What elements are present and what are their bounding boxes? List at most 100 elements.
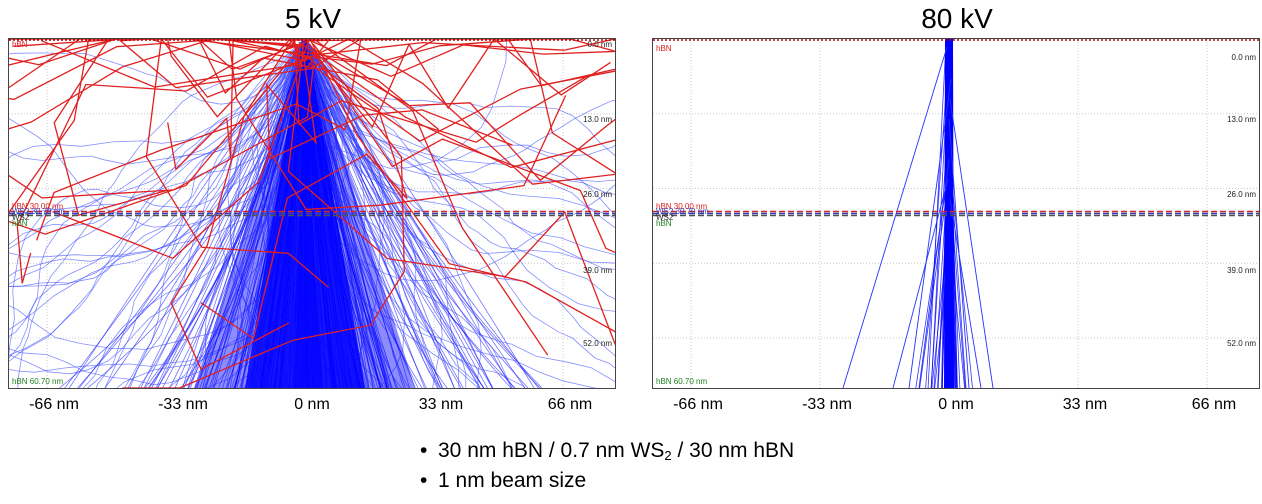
backscatter-trajectory xyxy=(311,39,611,129)
electron-trajectory xyxy=(946,113,949,388)
backscatter-trajectory xyxy=(9,39,303,130)
x-tick-label: 33 nm xyxy=(418,396,464,413)
electron-trajectory xyxy=(304,39,598,388)
electron-trajectory xyxy=(908,78,952,388)
electron-trajectory xyxy=(9,39,307,331)
layer-label: hBN 60.70 nm xyxy=(12,377,64,386)
depth-tick-label: 26.0 nm xyxy=(583,190,612,199)
electron-trajectory xyxy=(304,39,615,383)
backscatter-trajectory xyxy=(228,39,567,211)
backscatter-trajectory xyxy=(9,39,314,214)
electron-trajectory xyxy=(305,39,615,216)
layer-label: hBN 30.00 nm xyxy=(656,202,708,211)
chart-80kv: 80 kV 0.0 nm 13.0 nm 26.0 nm 39.0 nm 52.… xyxy=(652,0,1262,420)
layer-label: hBN xyxy=(656,219,672,228)
backscatter-trajectory xyxy=(9,39,303,88)
x-tick-label: 0 nm xyxy=(938,396,974,413)
backscatter-trajectory xyxy=(53,39,310,217)
backscatter-trajectory xyxy=(309,39,615,333)
electron-trajectory xyxy=(9,39,306,216)
electron-trajectory xyxy=(202,39,307,388)
electron-trajectory xyxy=(949,98,994,388)
layer-label: WS2 xyxy=(656,213,674,222)
layer-label: WS2 30.70 nm xyxy=(12,207,65,216)
plot-svg xyxy=(653,39,1259,388)
backscatter-trajectory xyxy=(122,43,405,388)
depth-tick-label: 39.0 nm xyxy=(583,266,612,275)
layer-label: hBN xyxy=(12,219,28,228)
electron-trajectory xyxy=(304,39,615,256)
layer-label: WS2 30.70 nm xyxy=(656,207,709,216)
backscatter-trajectory xyxy=(16,45,313,284)
chart-5kv: 5 kV 0.0 nm 13.0 nm 26.0 nm 39.0 nm 52.0… xyxy=(8,0,618,420)
backscatter-trajectory xyxy=(9,39,311,101)
backscatter-trajectory xyxy=(9,39,297,70)
electron-trajectory xyxy=(17,39,307,388)
electron-trajectory xyxy=(303,39,482,388)
electron-trajectory xyxy=(169,39,304,388)
backscatter-trajectory xyxy=(298,41,615,169)
chart-title: 5 kV xyxy=(284,3,342,34)
electron-trajectory xyxy=(9,39,307,105)
depth-tick-label: 52.0 nm xyxy=(1227,339,1256,348)
electron-trajectory xyxy=(941,171,947,388)
backscatter-trajectory xyxy=(265,47,513,160)
chart-title: 80 kV xyxy=(921,3,993,34)
electron-trajectory xyxy=(949,198,982,388)
electron-trajectory xyxy=(9,39,305,287)
x-tick-label: 33 nm xyxy=(1062,396,1108,413)
backscatter-trajectory xyxy=(13,39,308,118)
backscatter-trajectory xyxy=(9,62,315,199)
electron-trajectory xyxy=(919,171,951,388)
electron-trajectory xyxy=(304,39,615,270)
x-tick-label: 0 nm xyxy=(294,396,330,413)
x-tick-label: -66 nm xyxy=(673,396,723,413)
layer-label: hBN 60.70 nm xyxy=(656,377,708,386)
electron-trajectory xyxy=(948,118,970,388)
electron-trajectory xyxy=(9,39,305,362)
caption: 30 nm hBN / 0.7 nm WS2 / 30 nm hBN 1 nm … xyxy=(418,436,794,496)
x-tick-label: 66 nm xyxy=(1191,396,1237,413)
depth-tick-label: 26.0 nm xyxy=(1227,190,1256,199)
x-tick-label: -33 nm xyxy=(158,396,208,413)
layer-label: hBN xyxy=(656,44,672,53)
backscatter-trajectory xyxy=(309,39,615,78)
electron-trajectory xyxy=(892,178,949,388)
caption-item-layers: 30 nm hBN / 0.7 nm WS2 / 30 nm hBN xyxy=(418,436,794,466)
electron-trajectory xyxy=(68,39,307,388)
backscatter-trajectory xyxy=(145,39,329,288)
electron-trajectory xyxy=(305,39,615,229)
backscatter-trajectory xyxy=(200,48,408,340)
layer-label: WS2 xyxy=(12,213,30,222)
backscatter-trajectory xyxy=(296,39,615,87)
depth-tick-label: 0.0 nm xyxy=(1231,53,1256,62)
backscatter-trajectory xyxy=(9,39,308,66)
electron-trajectory xyxy=(302,39,441,388)
backscatter-trajectory xyxy=(311,47,615,182)
depth-tick-label: 13.0 nm xyxy=(583,115,612,124)
electron-trajectory xyxy=(305,39,493,388)
depth-tick-label: 39.0 nm xyxy=(1227,266,1256,275)
electron-trajectory xyxy=(9,39,306,287)
electron-trajectory xyxy=(941,53,951,388)
beam-core xyxy=(245,39,365,388)
backscatter-trajectory xyxy=(9,39,314,66)
depth-tick-label: 52.0 nm xyxy=(583,339,612,348)
electron-trajectory xyxy=(949,73,958,388)
beam-halo xyxy=(195,39,415,388)
depth-tick-label: 0.0 nm xyxy=(587,40,612,49)
electron-trajectory xyxy=(927,40,947,388)
layer-label: hBN xyxy=(12,40,28,49)
electron-trajectory xyxy=(205,39,305,388)
caption-item-beam: 1 nm beam size xyxy=(418,466,794,496)
backscatter-trajectory xyxy=(298,39,615,185)
backscatter-trajectory xyxy=(198,39,440,131)
electron-trajectory xyxy=(304,39,406,388)
backscatter-trajectory xyxy=(293,39,589,143)
plot-svg xyxy=(9,39,615,388)
electron-trajectory xyxy=(303,39,481,388)
backscatter-trajectory xyxy=(170,39,304,371)
x-tick-label: 66 nm xyxy=(547,396,593,413)
layer-label: hBN 30.00 nm xyxy=(12,202,64,211)
backscatter-trajectory xyxy=(52,39,331,260)
